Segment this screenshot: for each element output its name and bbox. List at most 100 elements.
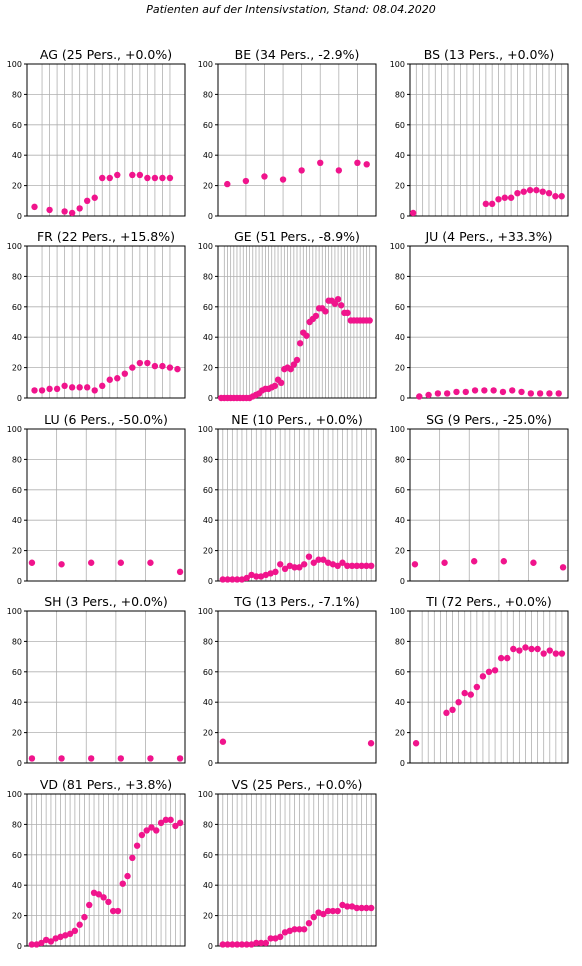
data-point [106,376,113,383]
data-point [81,913,88,921]
data-point [536,390,544,397]
y-tick-label: 100 [390,242,405,251]
data-point [453,388,460,396]
y-tick-label: 20 [12,364,22,373]
data-point [253,573,260,580]
data-point [159,174,166,182]
plot-frame [26,610,186,764]
data-point [99,174,106,182]
y-tick-label: 20 [395,364,405,373]
data-point [441,559,448,566]
data-point [495,196,502,203]
y-tick-label: 100 [390,607,405,616]
data-point [83,384,91,391]
y-tick-label: 100 [7,790,22,799]
data-point [229,576,236,583]
data-point [136,359,144,367]
subplot-13: 0 20 40 60 80 100 VS (25 Pers., +0.0%) [198,777,377,951]
data-point [344,903,351,910]
y-tick-label: 60 [395,668,405,677]
data-point [409,209,417,217]
y-tick-label: 40 [12,333,22,342]
y-tick-label: 100 [7,60,22,69]
data-point [320,910,327,918]
data-point [91,194,98,201]
data-point [334,562,341,569]
data-point [219,941,226,948]
y-tick-label: 0 [208,759,213,768]
subplot-4: 0 20 40 60 80 100 GE (51 Pers., -8.9%) [198,229,377,403]
data-point [354,159,361,166]
y-tick-label: 40 [12,698,22,707]
y-tick-label: 80 [203,455,213,464]
data-point [166,174,174,182]
subplot-title: NE (10 Pers., +0.0%) [231,412,362,427]
plot-frame [409,610,569,764]
data-point [497,654,505,662]
y-tick-label: 40 [203,881,213,890]
data-point [518,388,525,396]
data-point [147,559,154,566]
data-point [552,193,559,200]
subplot-title: SH (3 Pers., +0.0%) [44,594,168,609]
data-point [277,561,284,568]
y-tick-label: 100 [198,425,213,434]
data-point [272,568,279,576]
data-point [46,206,53,214]
data-point [151,174,159,182]
data-point [224,941,231,948]
data-point [555,390,562,397]
data-point [533,186,540,194]
y-tick-label: 80 [12,272,22,281]
data-point [47,938,55,945]
data-point [219,576,226,583]
data-point [38,387,46,394]
data-point [261,173,268,180]
data-point [324,907,332,915]
data-point [71,927,79,934]
data-point [530,559,537,566]
data-point [38,939,45,947]
subplot-9: 0 20 40 60 80 100 SH (3 Pers., +0.0%) [7,594,186,768]
y-tick-label: 60 [395,303,405,312]
data-point [520,188,527,195]
data-point [271,382,279,390]
data-point [53,385,61,393]
y-tick-label: 40 [395,151,405,160]
y-tick-label: 80 [203,272,213,281]
y-tick-label: 40 [395,333,405,342]
data-point [416,393,423,400]
data-point [267,935,274,942]
data-point [31,387,38,394]
data-point [473,683,481,691]
data-point [368,904,375,912]
data-point [176,755,184,762]
data-point [296,340,304,347]
y-tick-label: 60 [395,121,405,130]
data-point [58,561,65,568]
data-point [106,174,113,182]
data-point [334,296,342,303]
y-tick-label: 80 [395,90,405,99]
y-tick-label: 60 [12,851,22,860]
data-point [114,375,121,382]
data-point [99,382,106,390]
data-point [366,317,373,324]
data-point [153,827,160,834]
y-tick-label: 20 [203,364,213,373]
y-tick-label: 80 [203,90,213,99]
data-point [167,816,174,824]
data-point [305,920,313,927]
data-point [331,300,339,307]
data-point [363,161,370,168]
plot-frame [409,428,569,582]
plot-frame [409,245,569,399]
data-point [482,200,490,208]
data-point [148,824,155,831]
data-point [91,387,98,394]
y-tick-label: 80 [203,637,213,646]
data-point [129,854,136,862]
y-tick-label: 60 [395,486,405,495]
data-point [348,562,356,569]
data-point [546,647,553,654]
